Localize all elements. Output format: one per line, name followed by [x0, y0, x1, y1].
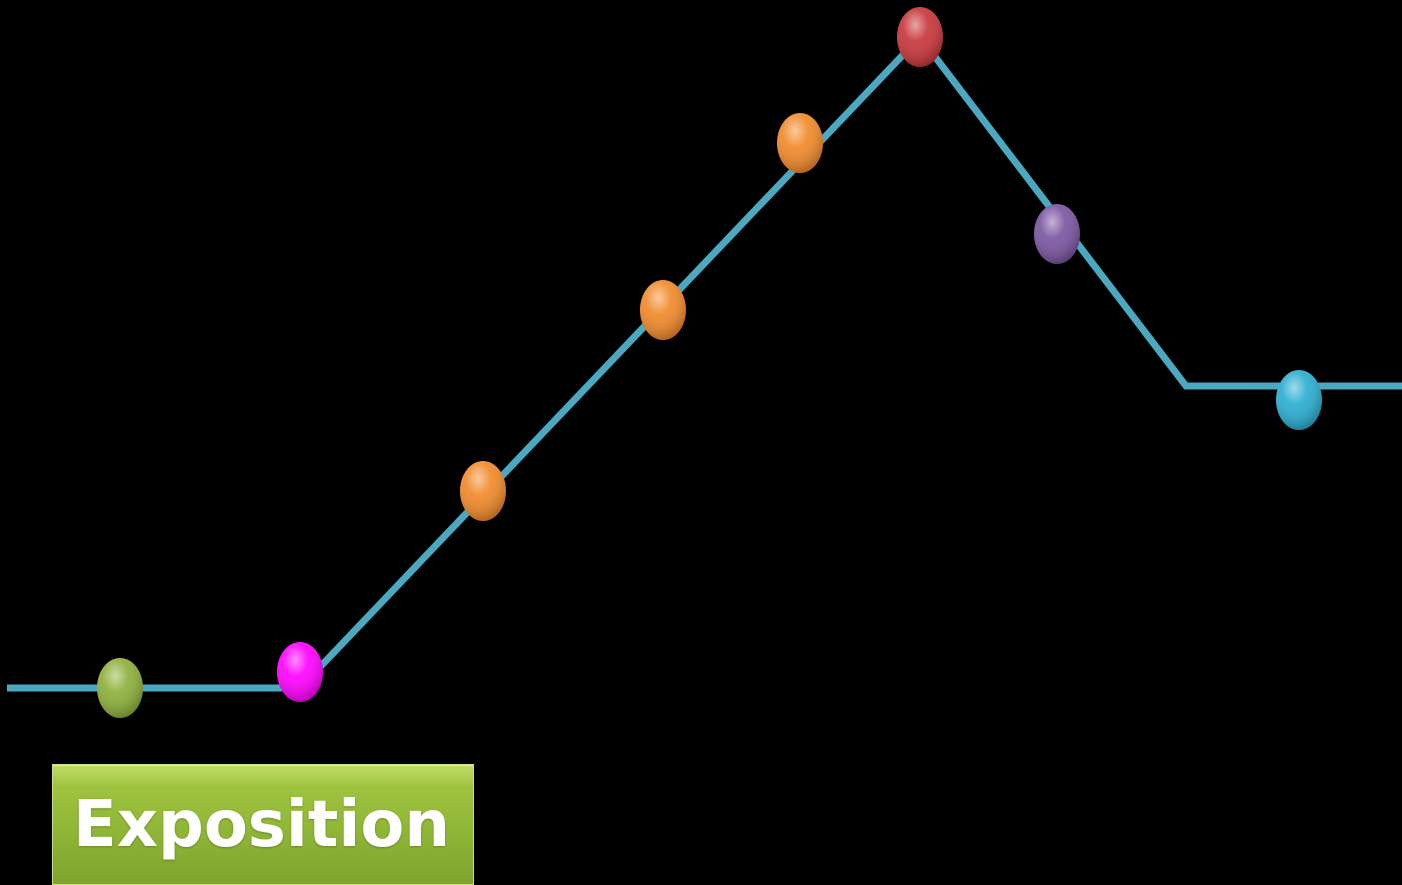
marker-blue	[1276, 370, 1322, 430]
marker-orange-2-gloss	[640, 280, 686, 340]
marker-orange-1-gloss	[460, 461, 506, 521]
plot-markers	[97, 7, 1322, 718]
marker-orange-3	[777, 113, 823, 173]
marker-orange-3-gloss	[777, 113, 823, 173]
marker-green	[97, 658, 143, 718]
marker-blue-gloss	[1276, 370, 1322, 430]
exposition-label-box: Exposition	[52, 764, 474, 885]
exposition-label: Exposition	[73, 788, 450, 862]
marker-red-gloss	[897, 7, 943, 67]
marker-magenta-gloss	[277, 642, 323, 702]
plot-line	[7, 31, 1402, 692]
marker-orange-1	[460, 461, 506, 521]
marker-green-gloss	[97, 658, 143, 718]
marker-orange-2	[640, 280, 686, 340]
marker-red	[897, 7, 943, 67]
marker-purple-gloss	[1034, 204, 1080, 264]
marker-magenta	[277, 642, 323, 702]
marker-purple	[1034, 204, 1080, 264]
